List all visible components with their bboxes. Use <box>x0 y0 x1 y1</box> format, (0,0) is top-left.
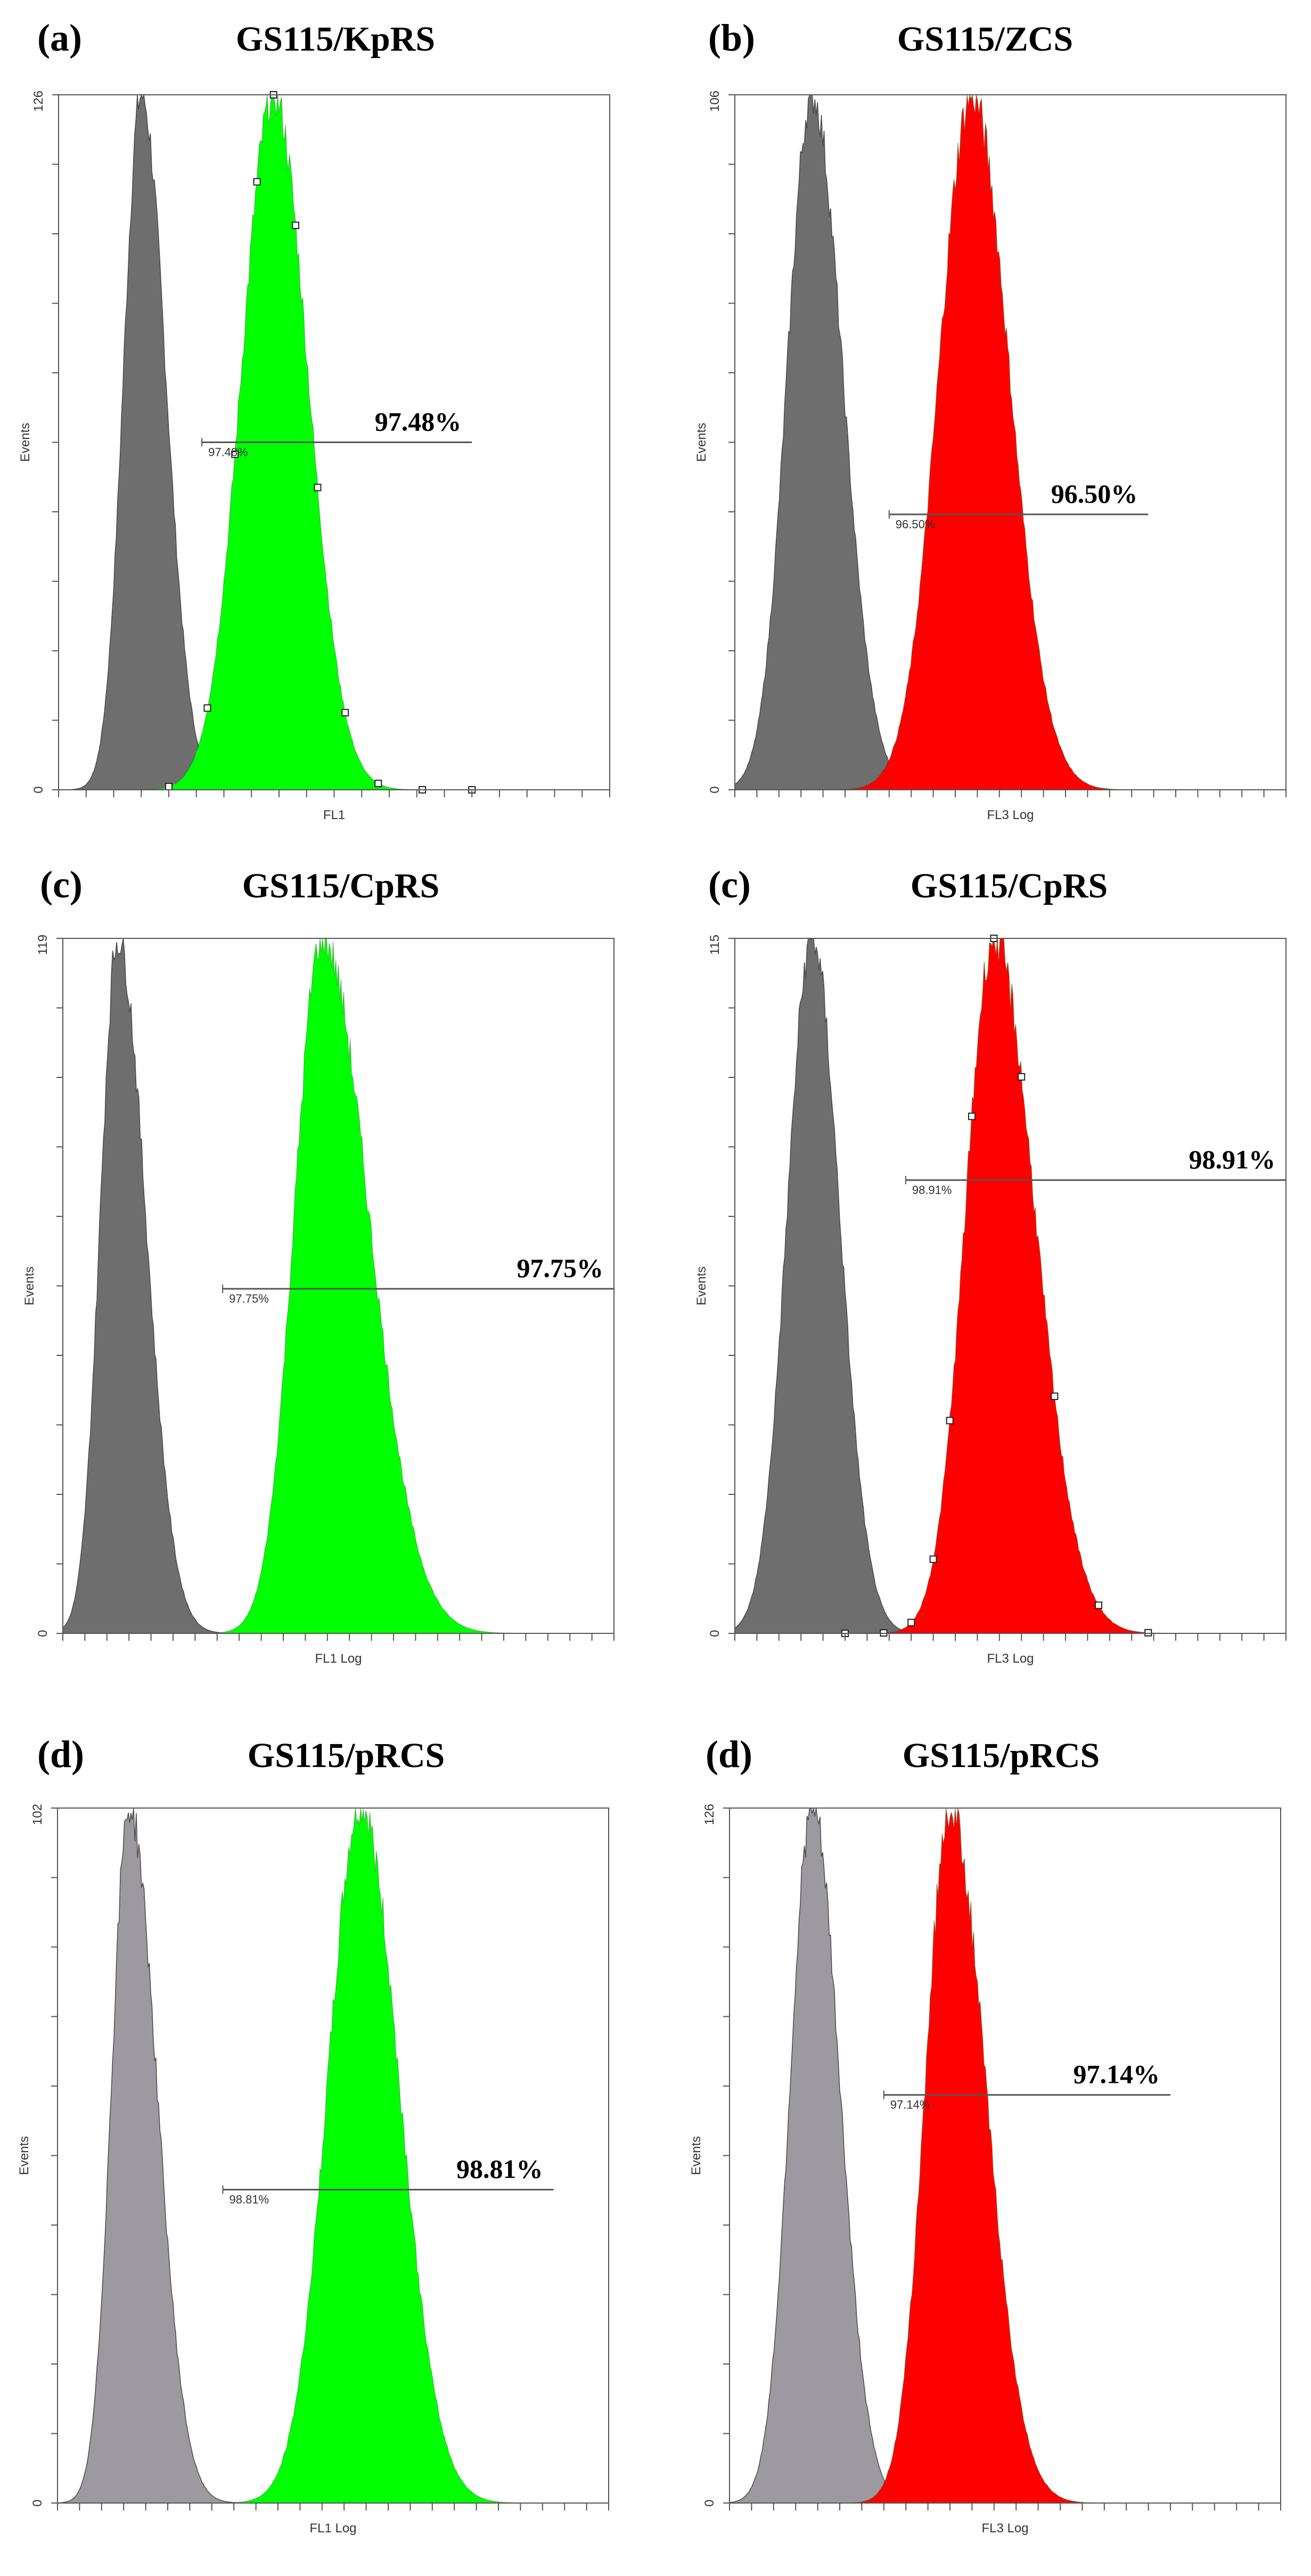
y-max-label: 126 <box>31 91 46 112</box>
gate-small-label: 98.91% <box>912 1183 952 1197</box>
gate-percentage: 98.81% <box>456 2154 543 2184</box>
x-axis-label: FL1 <box>323 808 345 822</box>
y-min-label: 0 <box>702 2499 717 2506</box>
curve-marker <box>165 782 173 790</box>
y-min-label: 0 <box>708 1630 722 1637</box>
curve-marker <box>253 178 261 186</box>
panel-2: (b) GS115/ZCS 106 0 Events FL3 Log 96.50% 96.50… <box>694 17 1287 822</box>
panel-title: GS115/CpRS <box>242 866 439 905</box>
gate-small-label: 97.48% <box>208 446 248 459</box>
x-axis-label: FL1 Log <box>315 1651 362 1666</box>
y-axis-label: Events <box>694 1266 709 1305</box>
y-max-label: 115 <box>708 935 722 955</box>
gate-small-label: 98.81% <box>230 2193 269 2206</box>
curve-marker <box>968 1113 976 1121</box>
y-max-label: 102 <box>30 1804 45 1825</box>
curve-marker <box>231 451 239 459</box>
curve-marker <box>1095 1601 1103 1609</box>
panel-1: (a) GS115/KpRS 126 0 Events FL1 97.48% 97.48% <box>18 17 610 822</box>
curve-marker <box>907 1618 915 1626</box>
panel-3: (c) GS115/CpRS 119 0 Events FL1 Log 97.75% 97.7… <box>22 863 614 1666</box>
panel-6: (d) GS115/pRCS 126 0 Events FL3 Log 97.14% 97.1… <box>689 1733 1281 2536</box>
y-min-label: 0 <box>30 2499 45 2506</box>
panel-title: GS115/pRCS <box>248 1736 445 1775</box>
y-max-label: 106 <box>708 91 722 112</box>
x-axis-label: FL1 Log <box>309 2521 356 2536</box>
panel-letter: (b) <box>708 17 755 59</box>
curve-marker <box>292 222 300 230</box>
panel-title: GS115/ZCS <box>897 20 1073 59</box>
panel-letter: (d) <box>37 1733 84 1776</box>
y-axis-label: Events <box>22 1266 37 1305</box>
panel-5: (d) GS115/pRCS 102 0 Events FL1 Log 98.81% 98.8… <box>17 1733 609 2536</box>
y-axis-label: Events <box>694 423 709 462</box>
panel-letter: (d) <box>706 1733 752 1776</box>
curve-marker <box>929 1555 937 1563</box>
x-axis-label: FL3 Log <box>981 2521 1028 2536</box>
y-min-label: 0 <box>31 786 46 793</box>
curve-marker <box>203 704 211 712</box>
curve-marker <box>946 1417 954 1425</box>
curve-marker <box>341 709 349 717</box>
gate-small-label: 96.50% <box>896 518 936 531</box>
curve-marker <box>1144 1629 1152 1637</box>
curve-marker <box>1051 1392 1059 1400</box>
panel-4: (c) GS115/CpRS 115 0 Events FL3 Log 98.91% 98.9… <box>694 863 1287 1666</box>
gate-percentage: 97.48% <box>375 407 462 437</box>
y-axis-label: Events <box>17 2136 31 2175</box>
panel-letter: (a) <box>37 17 82 59</box>
y-min-label: 0 <box>36 1630 50 1637</box>
y-axis-label: Events <box>689 2136 703 2175</box>
gate-percentage: 97.75% <box>517 1253 604 1283</box>
gate-percentage: 96.50% <box>1051 479 1138 509</box>
gate-percentage: 98.91% <box>1189 1144 1276 1174</box>
panel-title: GS115/CpRS <box>911 866 1108 905</box>
curve-marker <box>314 484 322 492</box>
curve-marker <box>374 780 382 788</box>
gate-small-label: 97.14% <box>890 2098 930 2112</box>
panel-title: GS115/KpRS <box>236 20 435 59</box>
panel-letter: (c) <box>40 863 83 906</box>
x-axis-label: FL3 Log <box>987 808 1034 822</box>
gate-small-label: 97.75% <box>229 1292 269 1305</box>
y-max-label: 119 <box>36 935 50 955</box>
y-max-label: 126 <box>702 1804 717 1825</box>
curve-marker <box>1018 1073 1026 1081</box>
gate-percentage: 97.14% <box>1074 2059 1160 2089</box>
panel-letter: (c) <box>708 863 751 906</box>
y-axis-label: Events <box>18 423 32 462</box>
x-axis-label: FL3 Log <box>987 1651 1034 1666</box>
panel-title: GS115/pRCS <box>903 1736 1100 1775</box>
y-min-label: 0 <box>708 786 722 793</box>
